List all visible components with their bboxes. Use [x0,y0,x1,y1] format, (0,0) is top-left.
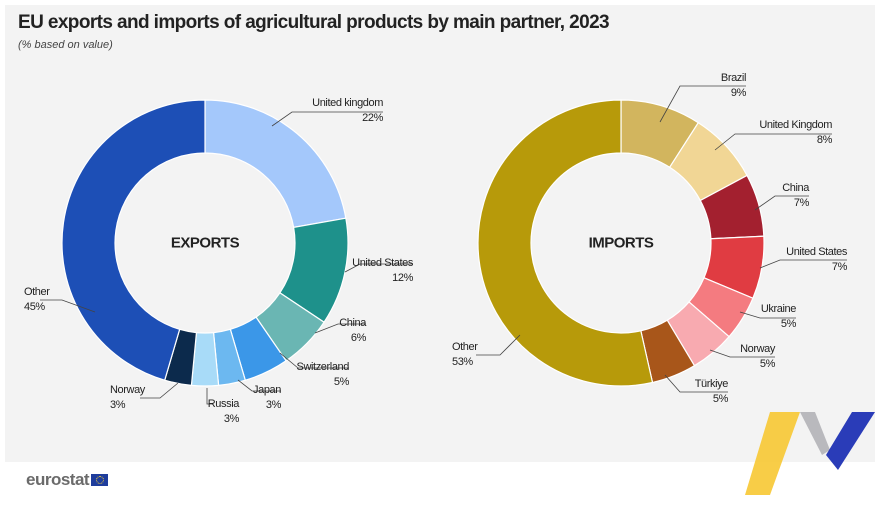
slice-label: United kingdom 22% [312,97,383,124]
slice-other [477,99,654,387]
leader-lines [40,85,847,405]
leader-line [40,299,96,313]
leader-line [714,133,832,151]
imports-center-label: IMPORTS [588,234,654,252]
slice-label: Switzerland 5% [296,361,350,388]
slice-label: Norway 3% [110,384,145,411]
slice-label: Japan 3% [253,384,281,411]
slice-label: United States 12% [352,257,413,284]
leader-line [754,195,809,211]
leader-line [759,259,847,269]
leader-line [344,263,413,273]
slice-label: China 7% [782,182,809,209]
leader-line [237,379,281,392]
leader-line [206,388,213,405]
eurostat-logo-text: eurostat [26,470,90,489]
leader-line [140,382,179,399]
leader-line [476,334,521,356]
slice-label: China 6% [339,317,366,344]
leader-line [659,85,746,123]
slice-label: Other 53% [452,341,478,368]
leader-line [271,111,383,127]
slice-label: Ukraine 5% [760,303,797,330]
slice-label: Türkiye 5% [694,378,729,405]
eu-flag-icon [91,474,109,486]
slice-label: Russia 3% [207,398,240,425]
leader-line [709,349,775,358]
leader-line [739,311,796,319]
leader-line [314,323,366,334]
slice-label: United Kingdom 8% [759,119,832,146]
imports-donut [477,99,765,387]
chart-title: EU exports and imports of agricultural p… [18,12,610,33]
exports-donut [61,99,349,387]
slice-label: Brazil 9% [720,72,747,99]
slice-label: United States 7% [786,246,847,273]
slice-label: Other 45% [24,286,50,313]
slice-label: Norway 5% [740,343,775,370]
exports-center-label: EXPORTS [170,234,240,252]
leader-line [664,374,728,393]
eurostat-swoosh [745,412,875,495]
chart-subtitle: (% based on value) [18,39,113,51]
eurostat-logo: eurostat [26,470,109,490]
slice-united-kingdom [204,99,347,229]
leader-line [279,352,349,369]
slice-other [61,99,206,381]
